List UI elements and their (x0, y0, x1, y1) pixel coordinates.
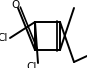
Text: Cl: Cl (27, 62, 37, 68)
Text: O: O (11, 0, 19, 10)
Text: Cl: Cl (0, 33, 8, 43)
